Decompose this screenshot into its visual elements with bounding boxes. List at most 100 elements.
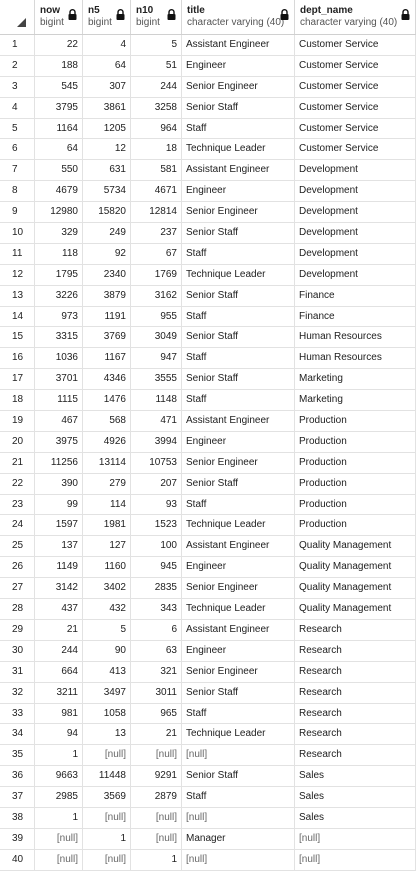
cell-n10[interactable]: [null] <box>131 807 182 828</box>
cell-now[interactable]: 188 <box>35 55 83 76</box>
cell-n10[interactable]: [null] <box>131 828 182 849</box>
table-row[interactable]: 40 [null] [null] 1 [null] [null] <box>0 849 416 871</box>
cell-now[interactable]: 64 <box>35 139 83 160</box>
cell-title[interactable]: Senior Engineer <box>182 452 295 473</box>
cell-n5[interactable]: [null] <box>83 849 131 870</box>
table-row[interactable]: 32 3211 3497 3011 Senior Staff Research <box>0 682 416 704</box>
row-number[interactable]: 32 <box>0 682 35 703</box>
cell-n5[interactable]: 1191 <box>83 306 131 327</box>
cell-title[interactable]: Assistant Engineer <box>182 536 295 557</box>
cell-dept-name[interactable]: Customer Service <box>295 76 416 97</box>
cell-now[interactable]: 1164 <box>35 118 83 139</box>
cell-n10[interactable]: 21 <box>131 724 182 745</box>
cell-now[interactable]: [null] <box>35 828 83 849</box>
cell-now[interactable]: 3701 <box>35 369 83 390</box>
cell-title[interactable]: Assistant Engineer <box>182 411 295 431</box>
cell-dept-name[interactable]: Quality Management <box>295 557 416 578</box>
cell-n10[interactable]: 321 <box>131 661 182 682</box>
table-row[interactable]: 18 1115 1476 1148 Staff Marketing <box>0 390 416 412</box>
row-number[interactable]: 30 <box>0 640 35 661</box>
cell-dept-name[interactable]: Production <box>295 411 416 431</box>
cell-n10[interactable]: 10753 <box>131 452 182 473</box>
cell-title[interactable]: Assistant Engineer <box>182 160 295 181</box>
cell-title[interactable]: Staff <box>182 494 295 515</box>
table-row[interactable]: 22 390 279 207 Senior Staff Production <box>0 473 416 495</box>
cell-dept-name[interactable]: Sales <box>295 766 416 787</box>
cell-title[interactable]: Staff <box>182 243 295 264</box>
cell-title[interactable]: Engineer <box>182 181 295 202</box>
cell-now[interactable]: 437 <box>35 599 83 619</box>
row-number[interactable]: 8 <box>0 181 35 202</box>
cell-dept-name[interactable]: [null] <box>295 828 416 849</box>
row-number[interactable]: 22 <box>0 473 35 494</box>
column-header-now[interactable]: now bigint <box>35 0 83 34</box>
cell-n5[interactable]: 568 <box>83 411 131 431</box>
cell-n10[interactable]: 964 <box>131 118 182 139</box>
cell-n5[interactable]: 13 <box>83 724 131 745</box>
table-row[interactable]: 36 9663 11448 9291 Senior Staff Sales <box>0 766 416 788</box>
cell-now[interactable]: 11256 <box>35 452 83 473</box>
cell-title[interactable]: Senior Staff <box>182 369 295 390</box>
cell-n5[interactable]: 307 <box>83 76 131 97</box>
row-number[interactable]: 11 <box>0 243 35 264</box>
row-number[interactable]: 23 <box>0 494 35 515</box>
row-number[interactable]: 6 <box>0 139 35 160</box>
table-row[interactable]: 30 244 90 63 Engineer Research <box>0 640 416 662</box>
cell-title[interactable]: Technique Leader <box>182 264 295 285</box>
cell-dept-name[interactable]: Quality Management <box>295 536 416 557</box>
table-row[interactable]: 24 1597 1981 1523 Technique Leader Production <box>0 515 416 537</box>
cell-n5[interactable]: 1160 <box>83 557 131 578</box>
table-row[interactable]: 10 329 249 237 Senior Staff Development <box>0 223 416 244</box>
cell-title[interactable]: Assistant Engineer <box>182 619 295 640</box>
cell-title[interactable]: Senior Staff <box>182 97 295 118</box>
select-all-icon[interactable] <box>17 18 26 27</box>
cell-n10[interactable]: 67 <box>131 243 182 264</box>
row-number[interactable]: 36 <box>0 766 35 787</box>
cell-title[interactable]: Senior Staff <box>182 285 295 306</box>
cell-dept-name[interactable]: Development <box>295 243 416 264</box>
cell-n5[interactable]: 3569 <box>83 787 131 807</box>
cell-now[interactable]: 3975 <box>35 431 83 452</box>
cell-n5[interactable]: 64 <box>83 55 131 76</box>
cell-title[interactable]: Assistant Engineer <box>182 35 295 55</box>
table-row[interactable]: 14 973 1191 955 Staff Finance <box>0 306 416 328</box>
cell-dept-name[interactable]: Customer Service <box>295 35 416 55</box>
table-row[interactable]: 13 3226 3879 3162 Senior Staff Finance <box>0 285 416 307</box>
cell-now[interactable]: 9663 <box>35 766 83 787</box>
cell-title[interactable]: Senior Staff <box>182 327 295 348</box>
cell-n10[interactable]: 244 <box>131 76 182 97</box>
table-row[interactable]: 12 1795 2340 1769 Technique Leader Developmen… <box>0 264 416 286</box>
table-row[interactable]: 26 1149 1160 945 Engineer Quality Management <box>0 557 416 579</box>
cell-n5[interactable]: 11448 <box>83 766 131 787</box>
cell-now[interactable]: 3142 <box>35 578 83 599</box>
column-header-n5[interactable]: n5 bigint <box>83 0 131 34</box>
column-header-n10[interactable]: n10 bigint <box>131 0 182 34</box>
row-number[interactable]: 9 <box>0 202 35 223</box>
cell-now[interactable]: 973 <box>35 306 83 327</box>
cell-n5[interactable]: [null] <box>83 807 131 828</box>
cell-n5[interactable]: 3769 <box>83 327 131 348</box>
cell-n5[interactable]: 4926 <box>83 431 131 452</box>
table-row[interactable]: 35 1 [null] [null] [null] Research <box>0 745 416 767</box>
cell-title[interactable]: [null] <box>182 807 295 828</box>
cell-title[interactable]: [null] <box>182 849 295 870</box>
row-number[interactable]: 2 <box>0 55 35 76</box>
cell-dept-name[interactable]: Research <box>295 724 416 745</box>
cell-now[interactable]: 1149 <box>35 557 83 578</box>
cell-now[interactable]: 118 <box>35 243 83 264</box>
cell-now[interactable]: 4679 <box>35 181 83 202</box>
cell-n5[interactable]: 2340 <box>83 264 131 285</box>
cell-now[interactable]: 664 <box>35 661 83 682</box>
cell-n10[interactable]: 965 <box>131 703 182 724</box>
cell-n10[interactable]: 1148 <box>131 390 182 411</box>
table-row[interactable]: 2 188 64 51 Engineer Customer Service <box>0 55 416 77</box>
cell-dept-name[interactable]: Marketing <box>295 369 416 390</box>
cell-n10[interactable]: 3258 <box>131 97 182 118</box>
cell-now[interactable]: 12980 <box>35 202 83 223</box>
cell-now[interactable]: 981 <box>35 703 83 724</box>
cell-title[interactable]: Senior Staff <box>182 682 295 703</box>
cell-n5[interactable]: 114 <box>83 494 131 515</box>
table-row[interactable]: 27 3142 3402 2835 Senior Engineer Quality Man… <box>0 578 416 600</box>
table-row[interactable]: 28 437 432 343 Technique Leader Quality Manag… <box>0 599 416 620</box>
row-number[interactable]: 1 <box>0 35 35 55</box>
